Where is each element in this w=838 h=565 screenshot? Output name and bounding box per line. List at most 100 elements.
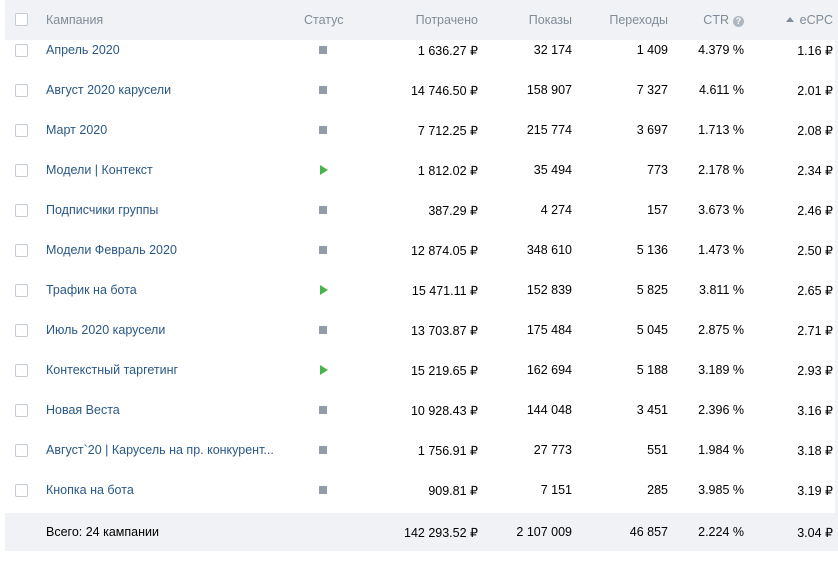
table-row[interactable]: Модели Февраль 2020 12 874.05 ₽ 348 610 5 1… bbox=[5, 229, 838, 269]
campaign-name-link[interactable]: Контекстный таргетинг bbox=[46, 363, 179, 377]
cell-clicks: 5 136 bbox=[636, 243, 668, 257]
campaign-name-link[interactable]: Модели | Контекст bbox=[46, 163, 153, 177]
stop-icon[interactable] bbox=[319, 446, 327, 454]
cell-clicks: 157 bbox=[647, 203, 668, 217]
cell-ecpc: 2.65 ₽ bbox=[797, 284, 833, 298]
footer-ecpc: 3.04 ₽ bbox=[797, 526, 833, 540]
table-row[interactable]: Август 2020 карусели 14 746.50 ₽ 158 907 7 … bbox=[5, 69, 838, 109]
column-header-clicks[interactable]: Переходы bbox=[609, 13, 668, 27]
cell-ctr: 2.396 % bbox=[698, 403, 744, 417]
row-checkbox[interactable] bbox=[15, 244, 28, 257]
cell-views: 144 048 bbox=[526, 403, 572, 417]
row-checkbox[interactable] bbox=[15, 284, 28, 297]
campaign-name-link[interactable]: Подписчики группы bbox=[46, 203, 159, 217]
table-row[interactable]: Контекстный таргетинг 15 219.65 ₽ 162 694 5… bbox=[5, 349, 838, 389]
row-checkbox[interactable] bbox=[15, 404, 28, 417]
cell-views: 35 494 bbox=[533, 163, 572, 177]
cell-views: 215 774 bbox=[526, 123, 572, 137]
cell-ecpc: 2.01 ₽ bbox=[797, 84, 833, 98]
column-header-ecpc-label: eCPC bbox=[799, 13, 833, 27]
row-checkbox[interactable] bbox=[15, 484, 28, 497]
campaign-name-link[interactable]: Апрель 2020 bbox=[46, 43, 120, 57]
cell-spent: 1 636.27 ₽ bbox=[417, 44, 478, 58]
table-row[interactable]: Подписчики группы 387.29 ₽ 4 274 157 3.673 %… bbox=[5, 189, 838, 229]
cell-clicks: 7 327 bbox=[636, 83, 668, 97]
stop-icon[interactable] bbox=[319, 246, 327, 254]
campaign-name-link[interactable]: Трафик на бота bbox=[46, 283, 137, 297]
row-checkbox[interactable] bbox=[15, 364, 28, 377]
play-icon[interactable] bbox=[320, 165, 328, 175]
row-checkbox[interactable] bbox=[15, 204, 28, 217]
table-row[interactable]: Трафик на бота 15 471.11 ₽ 152 839 5 825 3.8… bbox=[5, 269, 838, 309]
cell-ecpc: 2.71 ₽ bbox=[797, 324, 833, 338]
campaign-name-link[interactable]: Модели Февраль 2020 bbox=[46, 243, 177, 257]
row-checkbox[interactable] bbox=[15, 44, 28, 57]
row-checkbox[interactable] bbox=[15, 324, 28, 337]
cell-spent: 387.29 ₽ bbox=[428, 204, 478, 218]
cell-ecpc: 2.46 ₽ bbox=[797, 204, 833, 218]
footer-spent: 142 293.52 ₽ bbox=[404, 526, 478, 540]
stop-icon[interactable] bbox=[319, 406, 327, 414]
column-header-campaign[interactable]: Кампания bbox=[46, 13, 104, 27]
footer-views: 2 107 009 bbox=[516, 525, 572, 539]
cell-views: 4 274 bbox=[540, 203, 572, 217]
cell-views: 27 773 bbox=[533, 443, 572, 457]
campaign-name-link[interactable]: Новая Веста bbox=[46, 403, 120, 417]
table-footer: Всего: 24 кампании 142 293.52 ₽ 2 107 00… bbox=[5, 513, 838, 551]
cell-spent: 13 703.87 ₽ bbox=[410, 324, 478, 338]
cell-spent: 15 471.11 ₽ bbox=[411, 284, 478, 298]
scrollbar-track[interactable] bbox=[835, 40, 838, 513]
stop-icon[interactable] bbox=[319, 206, 327, 214]
stop-icon[interactable] bbox=[319, 86, 327, 94]
cell-spent: 10 928.43 ₽ bbox=[410, 404, 478, 418]
table-row[interactable]: Июль 2020 карусели 13 703.87 ₽ 175 484 5 04… bbox=[5, 309, 838, 349]
campaign-name-link[interactable]: Июль 2020 карусели bbox=[46, 323, 166, 337]
campaign-name-link[interactable]: Кнопка на бота bbox=[46, 483, 134, 497]
cell-spent: 7 712.25 ₽ bbox=[417, 124, 478, 138]
row-checkbox[interactable] bbox=[15, 124, 28, 137]
footer-clicks: 46 857 bbox=[629, 525, 668, 539]
cell-ctr: 2.178 % bbox=[698, 163, 744, 177]
stop-icon[interactable] bbox=[319, 326, 327, 334]
cell-spent: 15 219.65 ₽ bbox=[410, 364, 478, 378]
cell-ctr: 4.611 % bbox=[699, 83, 744, 97]
cell-clicks: 1 409 bbox=[636, 43, 668, 57]
cell-clicks: 5 825 bbox=[636, 283, 668, 297]
table-row[interactable]: Кнопка на бота 909.81 ₽ 7 151 285 3.985 % 3.1… bbox=[5, 469, 838, 509]
cell-ctr: 1.713 % bbox=[698, 123, 744, 137]
cell-clicks: 773 bbox=[647, 163, 668, 177]
cell-ctr: 1.473 % bbox=[698, 243, 744, 257]
table-row[interactable]: Апрель 2020 1 636.27 ₽ 32 174 1 409 4.379 % 1… bbox=[5, 29, 838, 69]
cell-ecpc: 1.16 ₽ bbox=[797, 44, 833, 58]
cell-ecpc: 2.08 ₽ bbox=[797, 124, 833, 138]
column-header-ctr-label: CTR bbox=[703, 13, 729, 27]
column-header-views[interactable]: Показы bbox=[528, 13, 572, 27]
cell-views: 152 839 bbox=[526, 283, 572, 297]
row-checkbox[interactable] bbox=[15, 84, 28, 97]
stop-icon[interactable] bbox=[319, 126, 327, 134]
table-row[interactable]: Август`20 | Карусель на пр. конкурент...… bbox=[5, 429, 838, 469]
table-row[interactable]: Новая Веста 10 928.43 ₽ 144 048 3 451 2.396 … bbox=[5, 389, 838, 429]
table-row[interactable]: Март 2020 7 712.25 ₽ 215 774 3 697 1.713 % 2.… bbox=[5, 109, 838, 149]
column-header-status[interactable]: Статус bbox=[304, 13, 344, 27]
cell-ctr: 3.189 % bbox=[698, 363, 744, 377]
column-header-spent[interactable]: Потрачено bbox=[415, 13, 478, 27]
campaign-name-link[interactable]: Август`20 | Карусель на пр. конкурент... bbox=[46, 443, 274, 457]
row-checkbox[interactable] bbox=[15, 164, 28, 177]
play-icon[interactable] bbox=[320, 285, 328, 295]
footer-total-label: Всего: 24 кампании bbox=[46, 525, 159, 539]
cell-views: 32 174 bbox=[533, 43, 572, 57]
stop-icon[interactable] bbox=[319, 486, 327, 494]
play-icon[interactable] bbox=[320, 365, 328, 375]
table-row[interactable]: Модели | Контекст 1 812.02 ₽ 35 494 773 2.17… bbox=[5, 149, 838, 189]
column-header-ctr[interactable]: CTR? bbox=[703, 13, 744, 27]
sort-ascending-icon bbox=[785, 17, 794, 22]
campaign-name-link[interactable]: Март 2020 bbox=[46, 123, 108, 137]
row-checkbox[interactable] bbox=[15, 444, 28, 457]
cell-spent: 1 812.02 ₽ bbox=[417, 164, 478, 178]
select-all-checkbox[interactable] bbox=[15, 13, 28, 26]
column-header-ecpc[interactable]: eCPC bbox=[785, 13, 833, 27]
campaign-name-link[interactable]: Август 2020 карусели bbox=[46, 83, 172, 97]
stop-icon[interactable] bbox=[319, 46, 327, 54]
question-icon[interactable]: ? bbox=[733, 16, 744, 27]
